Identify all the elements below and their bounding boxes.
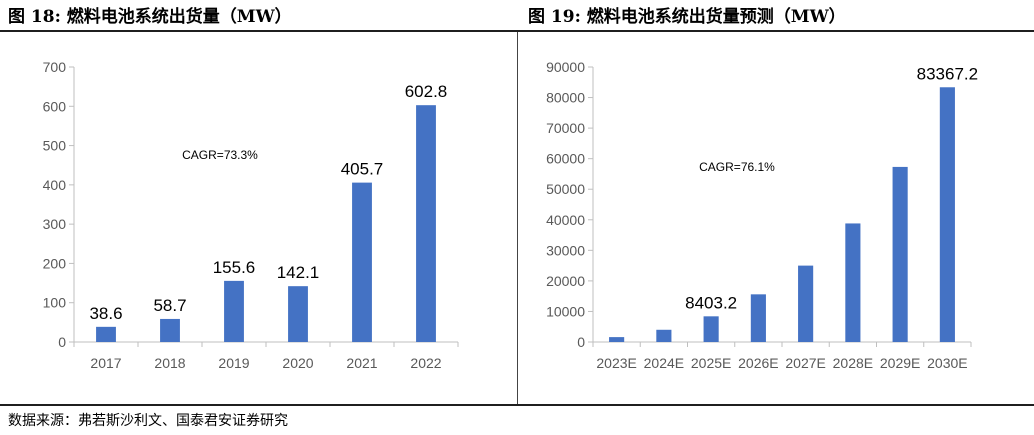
x-tick-label: 2029E: [880, 355, 920, 371]
y-tick-label: 70000: [546, 120, 585, 136]
x-tick-label: 2028E: [833, 355, 873, 371]
right-chart-title: 图 19: 燃料电池系统出货量预测（MW）: [528, 7, 846, 27]
data-label: 38.6: [89, 304, 122, 323]
x-tick-label: 2024E: [644, 355, 684, 371]
data-label: 58.7: [153, 296, 186, 315]
y-tick-label: 50000: [546, 181, 585, 197]
y-tick-label: 20000: [546, 273, 585, 289]
data-label: 142.1: [277, 263, 320, 282]
bar: [609, 337, 625, 342]
top-rule: [0, 30, 1034, 32]
x-tick-label: 2023E: [596, 355, 636, 371]
cagr-annotation: CAGR=73.3%: [182, 148, 258, 162]
y-tick-label: 300: [43, 216, 67, 232]
bar: [160, 318, 180, 342]
y-tick-label: 0: [58, 334, 66, 350]
bar: [892, 166, 908, 342]
data-label: 155.6: [213, 258, 256, 277]
bar: [224, 280, 244, 342]
bar: [96, 326, 116, 342]
x-tick-label: 2025E: [691, 355, 731, 371]
bar: [703, 316, 719, 342]
x-tick-label: 2017: [90, 355, 121, 371]
panel-divider: [517, 32, 518, 404]
y-tick-label: 700: [43, 59, 67, 75]
x-tick-label: 2019: [218, 355, 249, 371]
y-tick-label: 80000: [546, 90, 585, 106]
bar: [750, 294, 766, 342]
data-label: 83367.2: [917, 64, 978, 83]
bottom-rule: [0, 404, 1034, 406]
data-label: 8403.2: [685, 293, 737, 312]
x-tick-label: 2018: [154, 355, 185, 371]
y-tick-label: 10000: [546, 303, 585, 319]
y-tick-label: 90000: [546, 59, 585, 75]
y-tick-label: 60000: [546, 151, 585, 167]
source-note: 数据来源：弗若斯沙利文、国泰君安证券研究: [8, 413, 288, 429]
left-bar-chart: 0 100 200 300 400 500 600 700 2017 38.6 2018 58.7 20…: [43, 59, 459, 371]
bar: [416, 105, 436, 342]
x-tick-label: 2030E: [927, 355, 967, 371]
y-tick-label: 600: [43, 98, 67, 114]
bar: [656, 329, 672, 342]
left-chart-title: 图 18: 燃料电池系统出货量（MW）: [8, 7, 292, 27]
x-tick-label: 2022: [410, 355, 441, 371]
bar: [352, 182, 372, 342]
bar: [939, 87, 955, 342]
y-tick-label: 0: [577, 334, 585, 350]
cagr-annotation: CAGR=76.1%: [699, 160, 775, 174]
x-tick-label: 2026E: [738, 355, 778, 371]
data-label: 405.7: [341, 160, 384, 179]
bar: [288, 286, 308, 342]
x-tick-label: 2027E: [785, 355, 825, 371]
data-label: 602.8: [405, 82, 448, 101]
right-bar-chart: 0 10000 20000 30000 40000 50000 60000 70000 8000…: [546, 59, 978, 371]
y-tick-label: 40000: [546, 212, 585, 228]
y-tick-label: 400: [43, 177, 67, 193]
y-tick-label: 500: [43, 138, 67, 154]
bar: [798, 265, 814, 342]
bar: [845, 223, 861, 342]
x-tick-label: 2020: [282, 355, 313, 371]
y-tick-label: 30000: [546, 242, 585, 258]
y-tick-label: 200: [43, 255, 67, 271]
y-tick-label: 100: [43, 295, 67, 311]
x-tick-label: 2021: [346, 355, 377, 371]
